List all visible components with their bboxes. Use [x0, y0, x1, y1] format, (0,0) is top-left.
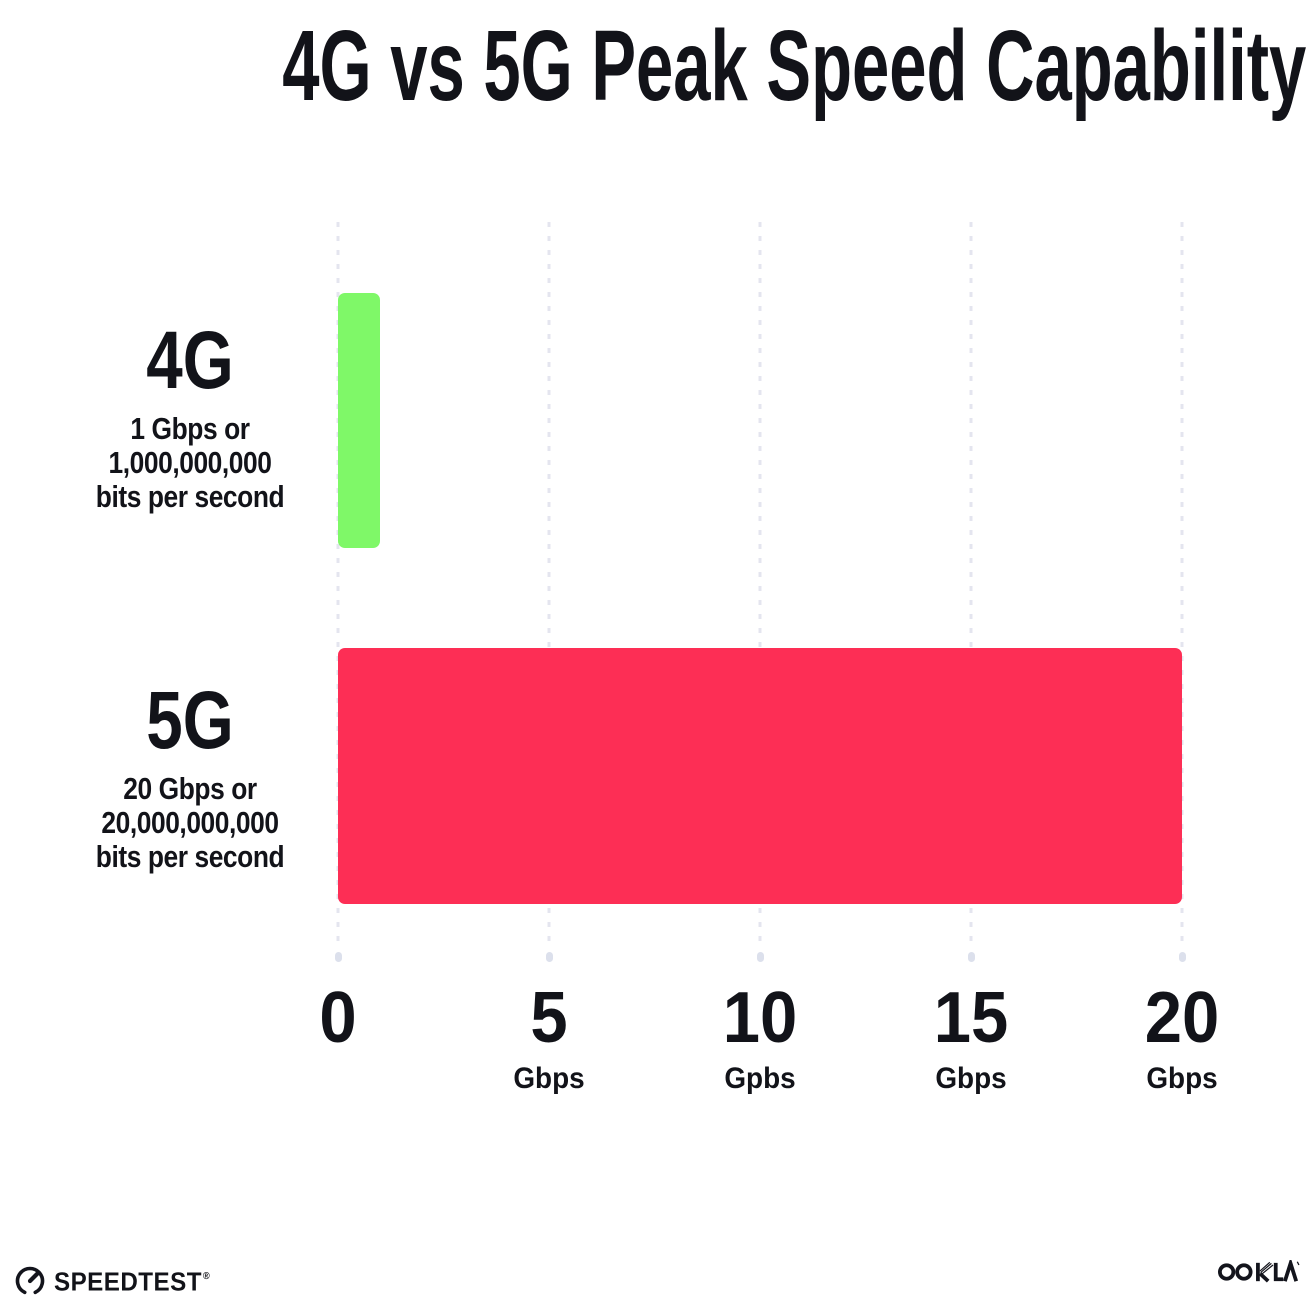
trademark-tick: [1296, 1261, 1300, 1266]
x-tick-20: 20 Gbps: [1142, 982, 1222, 1095]
category-description-line: 1 Gbps or: [130, 411, 250, 446]
ookla-logo: [1218, 1257, 1300, 1289]
x-tick-value: 0: [319, 978, 357, 1058]
category-description-line: bits per second: [95, 839, 285, 874]
gridline-end-dot: [334, 952, 342, 962]
bar-5g: [338, 648, 1182, 904]
category-description: 20 Gbps or 20,000,000,000 bits per secon…: [63, 772, 318, 874]
x-tick-value: 15: [933, 978, 1009, 1058]
x-tick-unit: Gbps: [935, 1062, 1007, 1095]
chart-title-text: 4G vs 5G Peak Speed Capability: [282, 10, 1307, 122]
gridline-end-dot: [1178, 952, 1186, 962]
gridline-10: [756, 222, 764, 962]
gridline-end-dot: [545, 952, 553, 962]
x-tick-unit: Gbps: [513, 1062, 585, 1095]
gridline-0: [334, 222, 342, 962]
speedtest-wordmark: SPEEDTEST®: [54, 1264, 211, 1297]
category-description-line: 1,000,000,000: [108, 445, 272, 480]
category-description: 1 Gbps or 1,000,000,000 bits per second: [63, 412, 318, 514]
x-tick-unit: Gbps: [1146, 1062, 1218, 1095]
x-tick-value: 5: [530, 978, 568, 1058]
registered-mark: ®: [202, 1271, 211, 1282]
ookla-wordmark: [1218, 1257, 1300, 1283]
x-tick-10: 10 Gpbs: [720, 982, 800, 1095]
x-tick-unit: Gpbs: [724, 1062, 796, 1095]
x-tick-15: 15 Gbps: [931, 982, 1011, 1095]
gridline-end-dot: [967, 952, 975, 962]
bar-4g: [338, 293, 380, 548]
x-tick-value: 20: [1144, 978, 1220, 1058]
gridline-end-dot: [756, 952, 764, 962]
category-description-line: 20 Gbps or: [123, 771, 257, 806]
category-label-5g: 5G 20 Gbps or 20,000,000,000 bits per se…: [40, 680, 340, 874]
category-description-line: 20,000,000,000: [101, 805, 279, 840]
speedtest-logo: SPEEDTEST®: [14, 1264, 221, 1297]
x-tick-value: 10: [722, 978, 798, 1058]
gridline-15: [967, 222, 975, 962]
category-name: 5G: [146, 675, 234, 766]
x-tick-0: 0: [318, 982, 358, 1063]
gauge-needle: [27, 1271, 40, 1284]
gridline-5: [545, 222, 553, 962]
category-name: 4G: [146, 315, 234, 406]
category-label-4g: 4G 1 Gbps or 1,000,000,000 bits per seco…: [40, 320, 340, 514]
gridline-20: [1178, 222, 1186, 962]
category-description-line: bits per second: [95, 479, 285, 514]
ookla-k-hatch: [1259, 1261, 1271, 1272]
speedtest-gauge-icon: [15, 1267, 45, 1295]
speedtest-wordmark-text: SPEEDTEST: [54, 1266, 202, 1297]
x-tick-5: 5 Gbps: [511, 982, 588, 1095]
chart-title: 4G vs 5G Peak Speed Capability: [0, 12, 1308, 120]
